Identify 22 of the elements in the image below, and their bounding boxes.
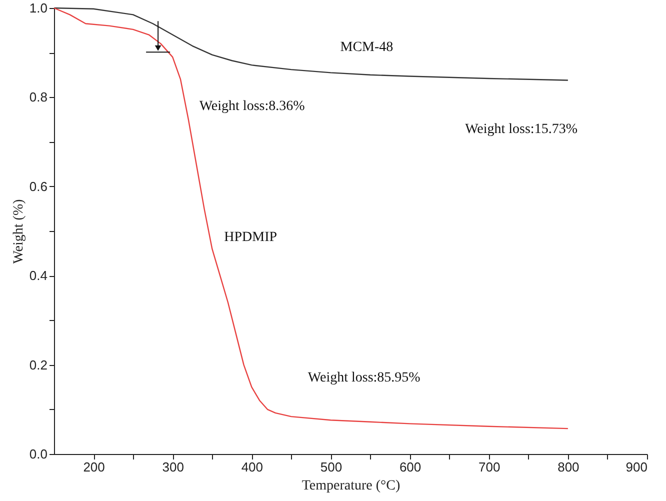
x-tick-label: 900	[626, 460, 648, 474]
x-tick-label: 700	[478, 460, 500, 474]
x-axis-title: Temperature (°C)	[302, 478, 400, 494]
y-tick-label: 0.6	[29, 178, 48, 194]
x-tick-label: 400	[241, 460, 264, 474]
x-tick-label: 600	[399, 460, 422, 474]
y-tick-label: 0.4	[29, 268, 48, 284]
y-tick-label: 0.2	[29, 357, 48, 372]
x-tick-label: 500	[320, 460, 342, 474]
x-tick-label: 300	[162, 460, 184, 474]
line-series	[53, 7, 569, 81]
x-tick-label: 200	[83, 460, 105, 474]
annotation: Weight loss:15.73%	[465, 122, 578, 137]
y-axis-title: Weight (%)	[11, 198, 26, 264]
series-label: MCM-48	[340, 40, 394, 55]
annotation: Weight loss:85.95%	[308, 370, 421, 386]
x-tick-label: 800	[558, 460, 580, 474]
series-label: HPDMIP	[224, 230, 278, 245]
annotation: Weight loss:8.36%	[199, 99, 306, 114]
y-tick-label: 0.0	[29, 446, 48, 462]
y-tick-label: 0.8	[29, 90, 48, 105]
y-tick-label: 1.0	[29, 0, 48, 16]
